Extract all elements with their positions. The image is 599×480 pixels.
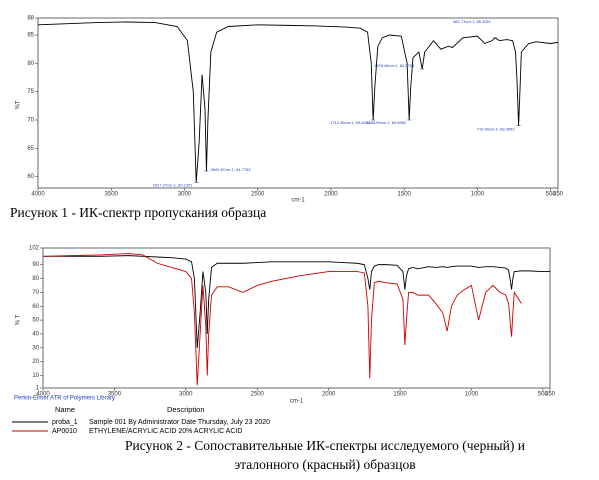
y-axis-label: %T — [16, 100, 22, 109]
plot-frame — [42, 247, 551, 389]
y-tick-label: 20 — [32, 359, 39, 365]
x-tick-label: 1000 — [471, 192, 485, 198]
x-tick-label: 1000 — [465, 392, 479, 398]
y-tick-label: 1 — [36, 386, 40, 392]
y-tick-label: 85 — [27, 33, 34, 39]
y-tick-label: 80 — [27, 61, 34, 67]
x-axis-label: cm-1 — [291, 198, 305, 204]
y-tick-label: 80 — [32, 276, 39, 282]
annotation: 1466.99cm-1, 69.8952 — [366, 120, 407, 125]
legend-description: ETHYLENE/ACRYLIC ACID 20% ACRYLIC ACID — [89, 428, 242, 435]
y-tick-label: 60 — [27, 174, 34, 180]
figure-caption: Рисунок 1 - ИК-спектр пропускания образц… — [10, 205, 266, 220]
y-tick-label: 50 — [32, 318, 39, 324]
library-note: Perkin-Elmer ATR of Polymers Library — [14, 396, 115, 402]
x-tick-label: 500 — [546, 192, 557, 198]
y-tick-label: 90 — [32, 262, 39, 268]
x-tick-label: 2000 — [324, 192, 338, 198]
y-tick-label: 70 — [32, 290, 39, 296]
y-tick-label: 70 — [27, 118, 34, 124]
y-axis-label: % T — [16, 314, 22, 325]
y-tick-label: 30 — [32, 345, 39, 351]
spectrum-line — [43, 255, 550, 348]
spectrum-line — [37, 21, 559, 183]
y-tick-label: 75 — [27, 89, 34, 95]
x-tick-label: 4000 — [36, 392, 50, 398]
annotation: 2917.27cm-1, 60.1251 — [153, 182, 194, 187]
x-tick-label: 3500 — [108, 392, 122, 398]
y-tick-label: 10 — [32, 373, 39, 379]
y-tick-label: 88 — [27, 16, 34, 22]
x-tick-label: 2500 — [251, 192, 265, 198]
annotation: 882.71cm-1, 86.3051 — [453, 19, 492, 24]
x-tick-label: 2000 — [322, 392, 336, 398]
y-tick-label: 65 — [27, 146, 34, 152]
annotation: 1376.46cm-1, 82.0751 — [374, 63, 415, 68]
legend-description: Sample 001 By Administrator Date Thursda… — [89, 419, 270, 426]
x-tick-label: 1500 — [398, 192, 412, 198]
legend-header: Name — [55, 405, 75, 414]
legend-header: Description — [167, 405, 205, 414]
x-tick-label: 450 — [553, 192, 564, 198]
figure-caption: эталонного (красный) образцов — [234, 457, 415, 472]
legend-name: proba_1 — [52, 419, 78, 426]
spectrum-line — [42, 253, 522, 386]
y-tick-label: 102 — [29, 246, 40, 252]
y-tick-label: 40 — [32, 332, 39, 338]
x-tick-label: 3500 — [105, 192, 119, 198]
y-tick-label: 60 — [32, 304, 39, 310]
x-tick-label: 3000 — [179, 392, 193, 398]
x-tick-label: 500 — [538, 392, 549, 398]
figure-caption: Рисунок 2 - Сопоставительные ИК-спектры … — [125, 438, 525, 453]
annotation: 2849.87cm-1, 64.7753 — [210, 167, 251, 172]
annotation: 1712.36cm-1, 69.6952 — [330, 120, 371, 125]
x-tick-label: 1500 — [393, 392, 407, 398]
x-tick-label: 3000 — [178, 192, 192, 198]
legend-name: AP0010 — [52, 428, 77, 435]
x-tick-label: 450 — [545, 392, 556, 398]
plot-frame — [37, 17, 559, 189]
x-tick-label: 2500 — [251, 392, 265, 398]
x-tick-label: 4000 — [31, 192, 45, 198]
annotation: 719.90cm-1, 68.3952 — [477, 127, 516, 132]
x-axis-label: cm-1 — [290, 399, 304, 405]
